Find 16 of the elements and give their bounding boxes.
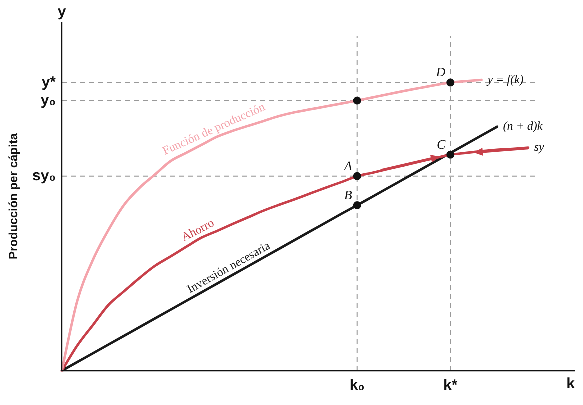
- annotation: A: [343, 158, 352, 174]
- y-axis-title: Producción per cápita: [6, 133, 20, 260]
- x-tick-label: k*: [444, 377, 458, 394]
- annotation: D: [435, 64, 446, 80]
- annotation: (n + d)k: [503, 119, 544, 134]
- text: Ahorro: [179, 216, 216, 244]
- x-tick-label: k₀: [350, 377, 365, 394]
- annotation: B: [344, 187, 352, 202]
- x-axis-title: k: [566, 376, 576, 393]
- ref-line-label: y₀: [40, 92, 56, 109]
- annotation: y = f(k): [486, 72, 524, 86]
- annotation: C: [436, 136, 446, 152]
- ref-line-label: sy₀: [32, 168, 56, 185]
- annotation: sy: [534, 140, 546, 154]
- text: y: [58, 4, 67, 21]
- ref-line-label: y*: [42, 74, 56, 91]
